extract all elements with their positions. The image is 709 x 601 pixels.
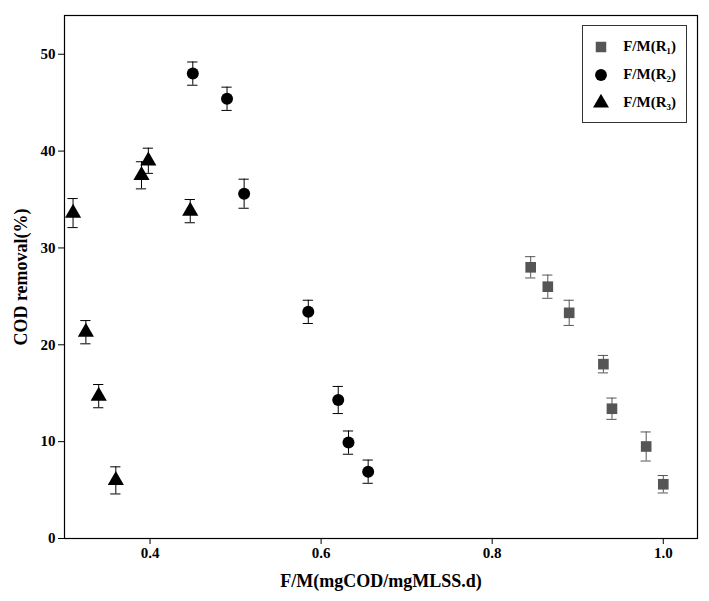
svg-text:30: 30	[41, 240, 56, 256]
svg-text:0.4: 0.4	[141, 545, 160, 561]
svg-text:0.8: 0.8	[483, 545, 502, 561]
svg-text:0.6: 0.6	[312, 545, 331, 561]
svg-text:40: 40	[41, 143, 56, 159]
svg-text:10: 10	[41, 433, 56, 449]
html-text:F/M(R₂): F/M(R₂)	[623, 65, 676, 82]
svg-text:0: 0	[48, 530, 56, 546]
html-text:F/M(R₃): F/M(R₃)	[623, 93, 676, 110]
svg-text:F/M(mgCOD/mgMLSS.d): F/M(mgCOD/mgMLSS.d)	[280, 571, 482, 592]
svg-text:1.0: 1.0	[654, 545, 673, 561]
svg-text:20: 20	[41, 337, 56, 353]
svg-text:COD removal(%): COD removal(%)	[11, 208, 32, 345]
html-text:F/M(R₁): F/M(R₁)	[623, 37, 676, 54]
svg-text:50: 50	[41, 46, 56, 62]
